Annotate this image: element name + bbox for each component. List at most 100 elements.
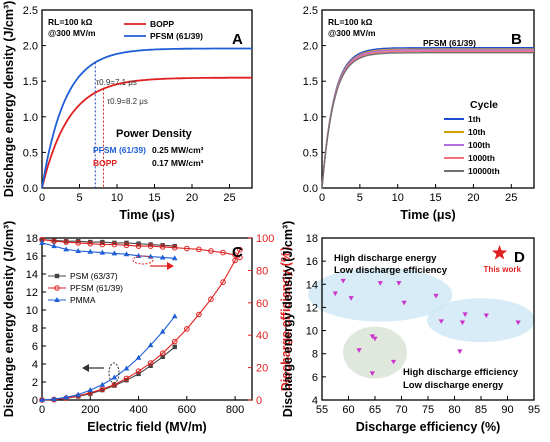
panel-a-ytick-label: 1.0 [23,112,38,124]
panel-b-xtick-label: 5 [357,192,363,204]
panel-c-efficiency-line-0 [41,239,175,247]
panel-c-efficiency-point [196,246,202,253]
panel-b-title: PFSM (61/39) [423,38,476,48]
panel-b-condition: RL=100 kΩ [328,17,373,27]
panel-c-y2label: Discharge efficiency (%) [279,247,293,392]
panel-c-energy-point [123,365,130,371]
panel-b-legend-entry: 1000th [468,153,495,163]
panel-c-efficiency-point [159,244,166,250]
panel-d-point [372,336,378,342]
panel-b-legend-entry: 10000th [468,166,500,176]
panel-b-xtick-label: 15 [429,192,441,204]
panel-c-xtick-label: 0 [39,404,45,416]
panel-d-point [390,359,397,365]
panel-d-ylabel: Discharge energy density (J/cm³) [281,221,295,418]
panel-c-arrow-left-head [82,364,89,372]
panel-d-point [438,319,444,324]
panel-a-xtick-label: 5 [76,192,82,204]
panel-c-efficiency-point [172,243,177,249]
panel-c-efficiency-point [75,247,82,253]
panel-b-series-0 [321,47,534,189]
panel-d-xtick-label: 85 [475,404,487,416]
panel-b-legend-entry: 100th [468,140,490,150]
panel-c-efficiency-point [171,244,178,251]
panel-b-series-2 [321,49,534,189]
panel-a-xtick-label: 25 [223,192,235,204]
panel-c-efficiency-point [123,251,130,257]
panel-c-efficiency-point [99,241,106,248]
panel-c-xtick-label: 400 [129,404,147,416]
panel-b-ytick-label: 1.5 [303,76,318,88]
panel-a-tau-blue-label: τ0.9=7.1 μs [96,78,137,87]
panel-c-energy-point [171,313,178,319]
panel-a-power-name: PFSM (61/39) [93,145,146,155]
panel-c-energy-point [123,375,130,382]
panel-d-ytick-label: 10 [306,326,318,338]
panel-c-efficiency-point [147,243,154,249]
panel-b-xtick-label: 0 [319,192,325,204]
panel-c-letter: C [232,244,243,261]
panel-b-xlabel: Time (μs) [400,208,455,222]
panel-a-power-name: BOPP [93,158,117,168]
panel-a-legend-entry: BOPP [150,19,174,29]
panel-d-ytick-label: 18 [306,233,318,245]
panel-c-legend-entry: PSM (63/37) [70,271,118,281]
panel-c-legend-entry: PFSM (61/39) [70,283,123,293]
panel-d-ytick-label: 8 [312,349,318,361]
panel-d-ytick-label: 4 [312,395,318,407]
panel-c-efficiency-point [51,243,57,249]
panel-b-ytick-label: 2.0 [303,41,318,53]
panel-a-letter: A [232,31,243,48]
panel-b-xtick-label: 25 [505,192,517,204]
panel-c-efficiency-point [87,248,94,254]
panel-b-series-3 [321,50,534,189]
panel-c-frame [41,237,253,401]
panel-d-xlabel: Discharge efficiency (%) [356,420,501,434]
panel-d-point [396,281,402,286]
panel-b-legend-entry: 10th [468,127,485,137]
panel-c-ytick-label: 18 [26,233,38,245]
panel-c-efficiency-line-2 [41,242,175,259]
panel-d-point [356,348,362,353]
panel-c-efficiency-point [123,242,130,249]
panel-c-energy-point [159,350,166,357]
panel-c-ytick-label: 10 [26,305,38,317]
panel-c-energy-point [147,342,154,348]
panel-c-xtick-label: 200 [81,404,99,416]
panel-d-point [433,293,439,299]
panel-a: 0 5 10 15 20 25 0.0 0.5 1.0 1.5 2.0 2.5 Time (μs) Dis… [2,1,253,222]
panel-d-letter: D [514,249,525,266]
panel-d-annotation: High discharge energy [334,253,437,264]
panel-a-series-1 [41,47,252,189]
panel-c-energy-point [220,279,226,285]
panel-c-efficiency-point [99,249,106,255]
panel-d-point [459,320,466,326]
panel-c-ellipse-marker [132,255,154,265]
panel-c-energy-point [172,344,177,350]
panel-d-ytick-label: 12 [306,302,318,314]
panel-c-efficiency-point [88,239,93,245]
panel-a-series-0 [41,76,252,189]
panel-a-power-value: 0.25 MW/cm³ [152,145,204,155]
panel-c-y2tick-label: 60 [256,298,268,310]
panel-c-ytick-label: 16 [26,251,38,263]
panel-a-xtick-label: 10 [111,192,123,204]
panel-c-efficiency-point [112,240,117,246]
panel-c-y2tick-label: 40 [256,330,268,342]
panel-d-this-work-label: This work [484,265,522,274]
panel-b-ytick-label: 0.0 [303,183,318,195]
panel-c-y2tick-label: 20 [256,363,268,375]
panel-a-ytick-label: 2.5 [23,5,38,17]
panel-c-ytick-label: 2 [32,377,38,389]
panel-c-energy-point [135,368,142,375]
panel-c-energy-point [99,386,106,393]
panel-b-series-1 [321,48,534,189]
panel-c-legend-marker [54,285,60,291]
panel-c-energy-point [99,381,106,387]
panel-b-xtick-label: 20 [467,192,479,204]
panel-c-efficiency-point [160,243,165,248]
panel-d-star-this-work [491,245,508,260]
panel-c-efficiency-point [75,240,82,246]
panel-c-ytick-label: 0 [32,395,38,407]
panel-c-energy-point [159,328,166,334]
